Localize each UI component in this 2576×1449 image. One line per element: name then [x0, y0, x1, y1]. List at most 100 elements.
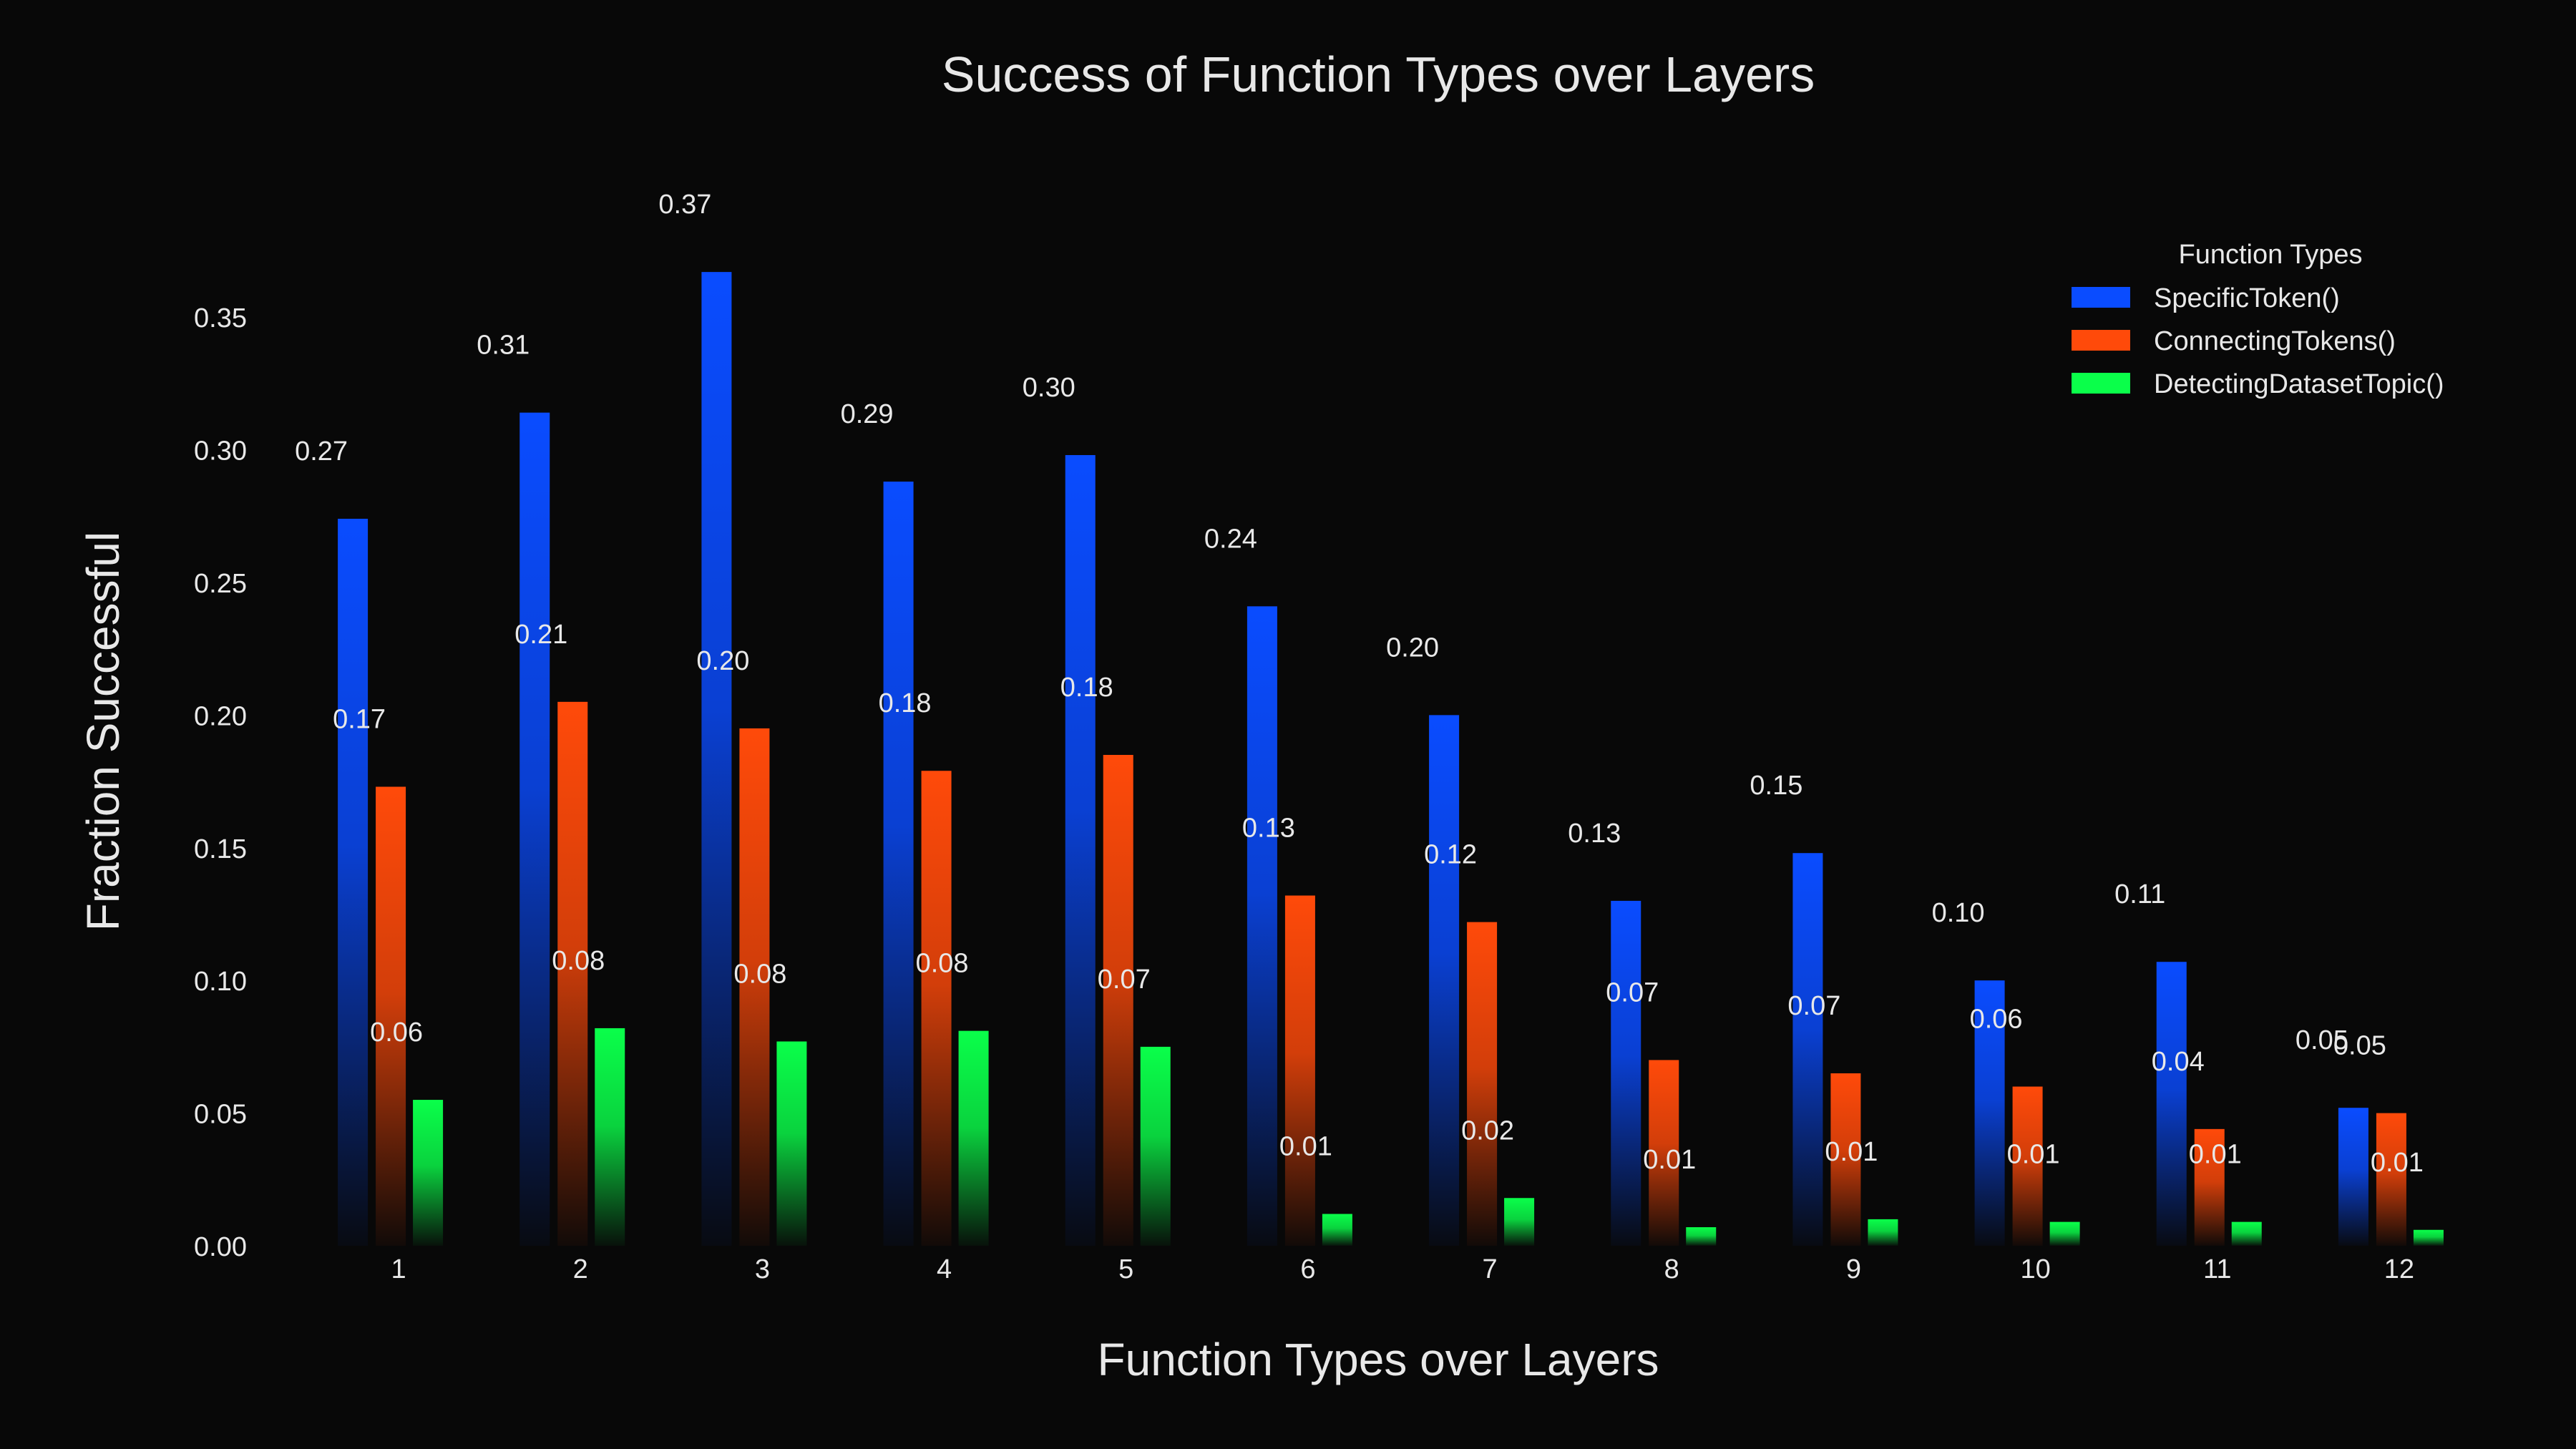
bar-value-label: 0.13: [1242, 814, 1295, 844]
bar-value-label: 0.17: [333, 704, 386, 734]
bar: [1830, 1073, 1861, 1246]
bar: [1792, 853, 1823, 1246]
x-tick-label: 10: [2020, 1254, 2050, 1284]
legend-swatch: [2072, 373, 2130, 394]
bar-value-label: 0.37: [658, 190, 711, 220]
y-tick-label: 0.25: [194, 569, 247, 599]
bar: [921, 771, 952, 1246]
bar: [739, 728, 770, 1246]
x-tick-label: 7: [1483, 1254, 1498, 1284]
x-tick-label: 5: [1118, 1254, 1133, 1284]
bar-value-label: 0.01: [2007, 1140, 2060, 1170]
bar-value-label: 0.20: [1386, 633, 1439, 663]
bar-value-label: 0.06: [1970, 1005, 2023, 1035]
bar: [557, 701, 588, 1246]
bar: [413, 1100, 444, 1246]
bar: [1649, 1060, 1679, 1246]
bar: [2376, 1113, 2406, 1246]
bar-value-label: 0.18: [879, 688, 932, 718]
bar-value-label: 0.21: [514, 620, 567, 650]
bar-value-label: 0.01: [2371, 1148, 2424, 1178]
x-tick-label: 4: [937, 1254, 952, 1284]
bar: [1103, 755, 1133, 1246]
bar: [1429, 715, 1460, 1246]
bar-value-label: 0.04: [2152, 1047, 2205, 1077]
legend-swatch: [2072, 287, 2130, 308]
bar-value-label: 0.01: [1643, 1145, 1696, 1175]
bars: [338, 272, 2444, 1246]
bar-value-label: 0.01: [1279, 1132, 1332, 1162]
y-tick-label: 0.05: [194, 1100, 247, 1130]
x-tick-label: 8: [1664, 1254, 1679, 1284]
bar-value-label: 0.29: [841, 399, 894, 429]
bar-value-label: 0.07: [1787, 991, 1840, 1021]
x-tick-label: 3: [755, 1254, 770, 1284]
bar: [1504, 1198, 1535, 1246]
y-axis-label: Fraction Successful: [77, 532, 129, 931]
bar-value-label: 0.10: [1932, 898, 1985, 928]
bar: [519, 412, 550, 1246]
bar: [2012, 1086, 2043, 1246]
y-tick-label: 0.00: [194, 1232, 247, 1262]
bar-value-label: 0.15: [1750, 771, 1802, 801]
x-axis-label: Function Types over Layers: [1098, 1334, 1659, 1385]
bar: [701, 272, 732, 1246]
x-tick-label: 11: [2203, 1254, 2231, 1284]
legend-swatch: [2072, 330, 2130, 351]
bar-value-label: 0.02: [1461, 1116, 1514, 1146]
bar-value-label: 0.27: [295, 436, 348, 467]
y-tick-label: 0.15: [194, 834, 247, 864]
x-tick-label: 1: [391, 1254, 406, 1284]
y-tick-label: 0.10: [194, 967, 247, 997]
chart-title: Success of Function Types over Layers: [942, 47, 1815, 102]
bar: [2194, 1128, 2225, 1246]
bar: [338, 518, 369, 1246]
bar-value-label: 0.05: [2333, 1031, 2386, 1061]
x-tick-label: 6: [1300, 1254, 1315, 1284]
y-tick-label: 0.20: [194, 701, 247, 731]
bar-value-labels: 0.27 0.17 0.06 0.31 0.21 0.08 0.37 0.20 0.08 0.29…: [295, 190, 2424, 1178]
bar-value-label: 0.07: [1606, 977, 1659, 1008]
x-tick-label: 12: [2384, 1254, 2414, 1284]
bar: [1868, 1219, 1898, 1246]
bar: [2049, 1221, 2080, 1246]
bar: [2338, 1108, 2368, 1246]
legend-entry-label: DetectingDatasetTopic(): [2154, 369, 2444, 399]
bar-value-label: 0.18: [1060, 673, 1113, 703]
bar-value-label: 0.06: [370, 1018, 423, 1048]
bar: [1686, 1227, 1717, 1246]
bar-value-label: 0.01: [1825, 1137, 1878, 1167]
y-tick-label: 0.35: [194, 303, 247, 333]
bar-value-label: 0.12: [1424, 840, 1477, 870]
bar: [1246, 606, 1277, 1246]
y-tick-label: 0.30: [194, 436, 247, 467]
x-tick-label: 9: [1846, 1254, 1861, 1284]
bar-value-label: 0.08: [916, 949, 969, 979]
x-tick-label: 2: [573, 1254, 588, 1284]
bar-value-label: 0.30: [1023, 373, 1075, 403]
bar: [1974, 980, 2005, 1246]
bar-value-label: 0.07: [1098, 965, 1151, 995]
legend-entry-label: SpecificToken(): [2154, 283, 2340, 313]
bar: [376, 786, 406, 1246]
bar: [883, 482, 914, 1246]
bar-value-label: 0.05: [2296, 1025, 2348, 1055]
bar: [1065, 454, 1096, 1246]
legend-title: Function Types: [2178, 240, 2362, 270]
bar: [595, 1028, 625, 1246]
bar-value-label: 0.01: [2189, 1140, 2242, 1170]
bar: [1467, 922, 1498, 1246]
bar: [1611, 900, 1641, 1246]
bar: [958, 1030, 989, 1246]
bar-value-label: 0.31: [477, 331, 530, 361]
bar-value-label: 0.24: [1204, 524, 1257, 554]
x-axis-ticks: 1 2 3 4 5 6 7 8 9 10 11 12: [391, 1254, 2415, 1284]
bar: [2231, 1221, 2262, 1246]
bar: [2413, 1229, 2444, 1246]
bar: [2156, 962, 2187, 1246]
bar-value-label: 0.08: [733, 959, 786, 989]
bar: [1284, 895, 1315, 1246]
bar: [1322, 1214, 1352, 1246]
